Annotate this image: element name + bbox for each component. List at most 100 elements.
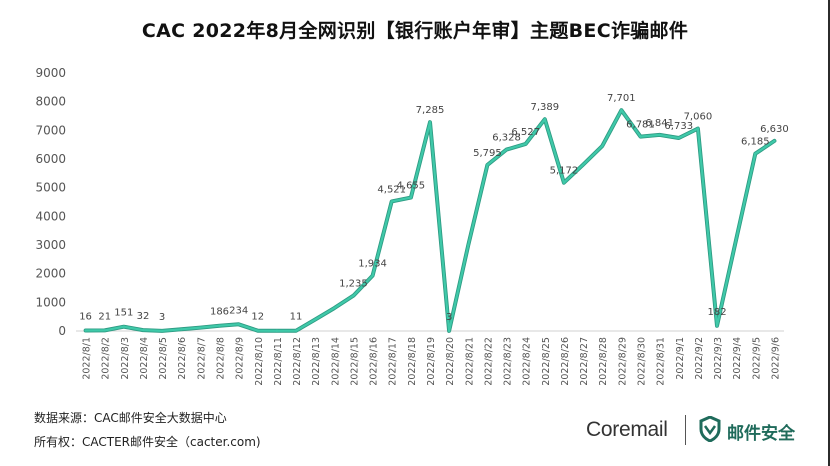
data-label: 7,285 xyxy=(416,105,445,116)
data-label: 4,521 xyxy=(377,184,406,195)
x-tick-label: 2022/9/3 xyxy=(713,337,724,380)
data-point xyxy=(141,328,145,332)
series-line-shadow xyxy=(83,108,777,333)
x-tick-label: 2022/8/9 xyxy=(235,337,246,380)
data-label: 16 xyxy=(79,312,92,323)
data-point xyxy=(639,135,642,138)
x-tick-label: 2022/8/1 xyxy=(82,337,93,380)
data-point xyxy=(180,328,183,331)
data-label: 3 xyxy=(159,312,165,323)
data-label: 6,185 xyxy=(741,137,770,148)
data-point xyxy=(333,306,336,310)
data-label: 6,630 xyxy=(760,124,789,135)
data-label: 11 xyxy=(290,312,303,323)
x-tick-label: 2022/8/28 xyxy=(598,337,609,386)
y-tick-label: 1000 xyxy=(35,295,66,309)
x-tick-label: 2022/9/1 xyxy=(675,337,686,380)
data-point xyxy=(524,142,527,146)
data-label: 5,795 xyxy=(473,148,502,159)
data-point xyxy=(543,117,547,121)
x-tick-label: 2022/8/6 xyxy=(177,337,188,380)
x-tick-label: 2022/8/23 xyxy=(503,337,514,386)
x-tick-label: 2022/8/18 xyxy=(407,337,418,386)
data-point xyxy=(275,329,279,332)
x-tick-label: 2022/9/5 xyxy=(751,337,762,380)
x-tick-label: 2022/8/15 xyxy=(349,337,360,386)
x-tick-label: 2022/8/2 xyxy=(101,337,112,380)
data-label: 12 xyxy=(251,312,264,323)
y-tick-label: 0 xyxy=(58,324,66,338)
data-point xyxy=(486,163,489,167)
data-source-note: 数据来源：CAC邮件安全大数据中心 xyxy=(34,411,227,425)
x-tick-label: 2022/8/14 xyxy=(330,337,341,386)
data-point xyxy=(658,133,661,137)
data-label: 4,655 xyxy=(397,181,426,192)
y-tick-label: 8000 xyxy=(35,95,66,109)
x-tick-label: 2022/8/13 xyxy=(311,337,322,386)
y-tick-label: 6000 xyxy=(35,152,66,166)
x-tick-label: 2022/8/7 xyxy=(196,337,207,380)
x-tick-label: 2022/8/10 xyxy=(254,337,265,386)
data-point xyxy=(581,163,585,166)
data-point xyxy=(505,148,508,151)
data-label: 32 xyxy=(137,311,150,322)
x-tick-label: 2022/9/2 xyxy=(694,337,705,380)
data-point xyxy=(562,181,566,184)
data-label: 6,841 xyxy=(645,118,674,129)
data-point xyxy=(256,329,259,332)
data-label: 6,733 xyxy=(664,121,693,132)
x-tick-label: 2022/8/30 xyxy=(636,337,647,386)
data-label: 6,781 xyxy=(626,120,655,131)
mail-security-logo-text: 邮件安全 xyxy=(727,424,795,444)
x-tick-label: 2022/8/8 xyxy=(216,337,227,380)
x-tick-label: 2022/8/25 xyxy=(541,337,552,386)
y-tick-label: 4000 xyxy=(35,209,66,223)
data-point xyxy=(677,136,680,140)
data-label: 21 xyxy=(98,311,111,322)
copyright-note: 所有权：CACTER邮件安全（cacter.com) xyxy=(34,435,261,449)
data-point xyxy=(601,144,604,148)
data-label: 1,934 xyxy=(358,259,387,270)
x-tick-label: 2022/8/27 xyxy=(579,337,590,386)
x-tick-label: 2022/8/11 xyxy=(273,337,284,386)
x-tick-label: 2022/8/22 xyxy=(483,337,494,386)
y-tick-label: 2000 xyxy=(35,267,66,281)
data-point xyxy=(773,139,776,143)
data-point xyxy=(122,325,126,328)
y-tick-label: 9000 xyxy=(35,66,66,80)
data-label: 6,527 xyxy=(511,127,540,138)
data-point xyxy=(199,326,202,329)
data-point xyxy=(103,329,106,332)
x-tick-label: 2022/8/20 xyxy=(445,337,456,386)
x-tick-label: 2022/8/26 xyxy=(560,337,571,386)
y-tick-label: 3000 xyxy=(35,238,66,252)
data-label: 1,235 xyxy=(339,279,368,290)
data-label: 234 xyxy=(229,305,248,316)
data-point xyxy=(734,238,738,241)
data-label: 3 xyxy=(446,312,452,323)
x-tick-label: 2022/8/21 xyxy=(464,337,475,386)
data-point xyxy=(84,329,87,332)
data-label: 151 xyxy=(114,308,133,319)
data-label: 7,389 xyxy=(530,102,559,113)
data-point xyxy=(313,318,317,321)
data-point xyxy=(160,329,164,333)
data-point xyxy=(447,329,451,333)
data-point xyxy=(467,243,470,247)
data-point xyxy=(620,109,623,112)
data-point xyxy=(352,294,355,297)
data-label: 5,172 xyxy=(550,166,579,177)
data-point xyxy=(294,329,298,332)
y-tick-label: 5000 xyxy=(35,181,66,195)
data-point xyxy=(218,324,221,327)
x-tick-label: 2022/8/3 xyxy=(120,337,131,380)
data-label: 7,701 xyxy=(607,93,636,104)
x-tick-label: 2022/8/5 xyxy=(158,337,169,380)
data-label: 6,328 xyxy=(492,133,521,144)
data-point xyxy=(696,127,700,130)
x-tick-label: 2022/8/19 xyxy=(426,337,437,386)
x-tick-label: 2022/8/4 xyxy=(139,337,150,380)
x-tick-label: 2022/9/4 xyxy=(732,337,743,380)
data-label: 186 xyxy=(210,307,229,318)
data-label: 182 xyxy=(707,307,726,318)
